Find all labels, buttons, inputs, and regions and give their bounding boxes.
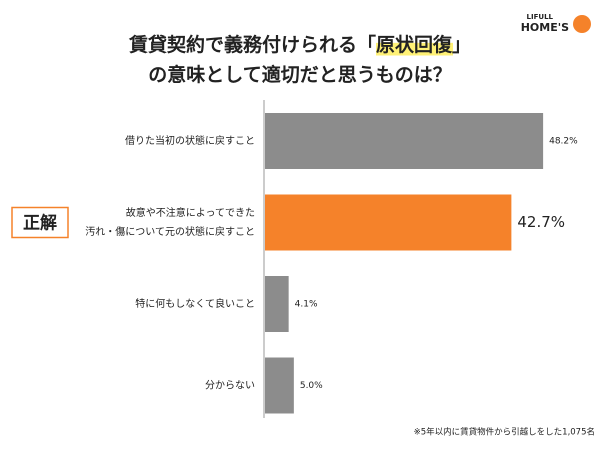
category-label: 借りた当初の状態に戻すこと — [125, 134, 255, 147]
category-label: 分からない — [205, 380, 255, 392]
category-label: 特に何もしなくて良いこと — [135, 297, 255, 310]
category-label: 故意や不注意によってできた — [126, 206, 255, 219]
note: ※5年以内に賃貸物件から引越しをした1,075名 — [414, 427, 595, 438]
title-part: の意味として適切だと思うものは？ — [148, 63, 451, 86]
title-part: 賃貸契約で義務付けられる「 — [128, 33, 376, 56]
title-highlight-bg — [375, 42, 453, 56]
logo-text: HOME'S — [521, 21, 569, 34]
category-label: 汚れ・傷について元の状態に戻すこと — [85, 225, 255, 238]
bar — [265, 276, 289, 332]
logo-icon — [573, 15, 591, 33]
title-part: 」 — [452, 34, 471, 56]
badge: 正解 — [23, 213, 57, 234]
value-label: 4.1% — [295, 300, 318, 310]
chart-title: 賃貸契約で義務付けられる「原状回復」 — [128, 33, 471, 56]
value-label: 48.2% — [549, 137, 578, 147]
value-label: 5.0% — [300, 381, 323, 391]
logo-text: LIFULL — [527, 13, 554, 21]
chart-title: の意味として適切だと思うものは？ — [148, 63, 451, 86]
bar — [265, 357, 294, 414]
badge-box — [11, 206, 69, 239]
value-label: 42.7% — [517, 213, 565, 231]
bar — [265, 194, 512, 251]
bar — [265, 113, 544, 169]
title-highlight: 原状回復 — [376, 33, 453, 56]
